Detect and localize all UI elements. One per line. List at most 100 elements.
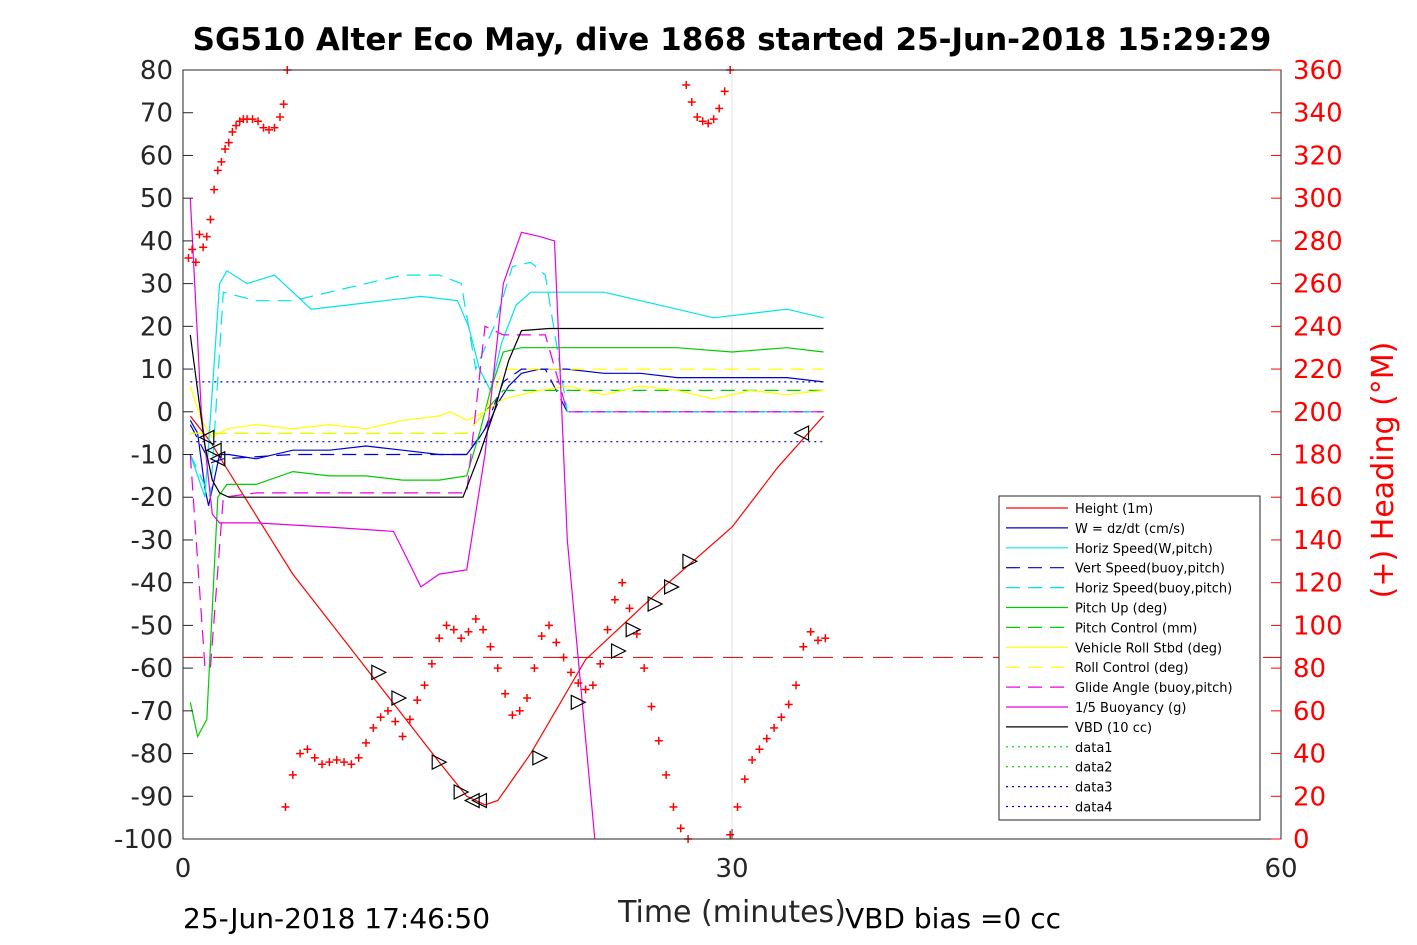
heading-point	[552, 638, 561, 647]
heading-point	[191, 258, 200, 267]
heading-point	[442, 621, 451, 630]
heading-point	[545, 621, 553, 630]
heading-point	[405, 715, 414, 724]
triangle-marker-right	[610, 643, 627, 659]
heading-point	[662, 770, 671, 779]
heading-point	[217, 157, 226, 166]
legend-box	[998, 495, 1261, 821]
series-line-2	[189, 269, 824, 498]
heading-point	[195, 230, 204, 239]
y-right-tick-label: 80	[1293, 654, 1326, 684]
y-tick-label: 70	[140, 99, 173, 129]
series-line-9	[189, 325, 824, 669]
heading-point	[202, 232, 211, 241]
heading-point	[530, 664, 539, 673]
heading-point	[486, 642, 495, 651]
heading-point	[806, 627, 815, 636]
legend-label: W = dz/dt (cm/s)	[1075, 522, 1185, 537]
heading-point	[420, 681, 429, 690]
heading-point	[669, 802, 678, 811]
y-tick-label: -40	[131, 569, 173, 599]
triangle-marker-right	[570, 694, 587, 711]
heading-point	[755, 745, 764, 754]
legend-label: 1/5 Buoyancy (g)	[1075, 701, 1186, 716]
heading-point	[340, 758, 349, 767]
y-right-tick-label: 200	[1293, 398, 1343, 428]
heading-point	[471, 614, 480, 623]
heading-point	[270, 123, 279, 132]
heading-point	[369, 723, 378, 732]
triangle-marker-right	[431, 754, 448, 771]
heading-point	[640, 664, 649, 673]
triangle-marker-left	[793, 425, 810, 442]
y-right-tick-label: 320	[1293, 141, 1343, 171]
series-line-8	[190, 368, 824, 434]
heading-point	[310, 753, 319, 762]
heading-point	[435, 634, 444, 643]
y-right-tick-label: 140	[1293, 526, 1343, 556]
heading-point	[296, 749, 305, 758]
y-right-tick-label: 100	[1293, 611, 1343, 641]
heading-point	[457, 634, 466, 643]
legend-label: data4	[1075, 801, 1113, 816]
legend-label: Vert Speed(buoy,pitch)	[1075, 562, 1225, 577]
legend-label: Glide Angle (buoy,pitch)	[1075, 681, 1233, 696]
x-axis-label: Time (minutes)	[617, 895, 846, 930]
heading-point	[581, 685, 590, 694]
x-tick-label: 0	[175, 854, 192, 884]
heading-point	[362, 738, 370, 747]
triangle-marker-left	[471, 792, 488, 809]
y-tick-label: 20	[140, 312, 173, 342]
heading-point	[740, 775, 749, 784]
heading-point	[698, 117, 707, 126]
y-tick-label: -80	[131, 740, 173, 770]
y-tick-label: -20	[131, 483, 173, 513]
heading-point	[720, 87, 729, 96]
heading-point	[537, 632, 546, 641]
legend-label: Roll Control (deg)	[1075, 661, 1189, 676]
heading-point	[618, 578, 627, 587]
heading-point	[318, 760, 327, 769]
footer-timestamp: 25-Jun-2018 17:46:50	[183, 902, 490, 935]
y-tick-label: 10	[140, 355, 173, 385]
y-tick-label: -100	[114, 825, 173, 855]
heading-point	[275, 112, 284, 121]
series-line-0	[189, 415, 824, 806]
triangle-marker-left	[209, 450, 226, 467]
heading-point	[449, 625, 458, 634]
y-right-tick-label: 120	[1293, 569, 1343, 599]
heading-point	[288, 770, 297, 779]
heading-point	[347, 760, 356, 769]
heading-point	[325, 758, 334, 767]
heading-point	[254, 117, 263, 126]
heading-point	[376, 713, 385, 722]
triangle-marker-right	[532, 749, 549, 766]
y-right-tick-label: 300	[1293, 184, 1343, 214]
heading-point	[654, 736, 663, 745]
legend-label: Horiz Speed(buoy,pitch)	[1075, 582, 1232, 597]
heading-point	[693, 112, 702, 121]
triangle-marker-right	[682, 553, 699, 570]
heading-point	[303, 745, 312, 754]
y-tick-label: 0	[156, 398, 173, 428]
heading-point	[770, 723, 779, 732]
legend-label: Height (1m)	[1075, 502, 1153, 517]
heading-point	[210, 185, 219, 194]
heading-point	[748, 755, 757, 764]
heading-point	[213, 166, 222, 175]
heading-point	[682, 80, 691, 89]
series-line-11	[189, 327, 824, 498]
series-line-7	[189, 385, 824, 439]
y-right-tick-label: 180	[1293, 441, 1343, 471]
series-line-4	[189, 261, 824, 498]
y-right-tick-label: 360	[1293, 56, 1343, 86]
triangle-marker-right	[453, 784, 470, 800]
x-tick-label: 60	[1264, 854, 1297, 884]
heading-point	[188, 245, 197, 254]
heading-point	[647, 702, 656, 711]
y-right-tick-label: 240	[1293, 312, 1343, 342]
heading-point	[427, 659, 436, 668]
legend-label: data1	[1075, 741, 1113, 756]
heading-point	[523, 694, 532, 703]
triangle-marker-left	[205, 442, 222, 459]
